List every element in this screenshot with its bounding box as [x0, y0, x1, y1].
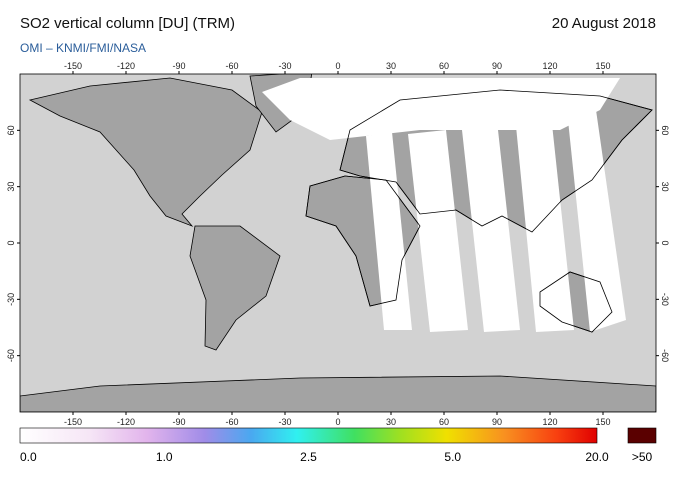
lon-tick-label: -90	[172, 417, 185, 427]
lon-tick-label: -90	[172, 61, 185, 71]
lon-tick-label: -60	[225, 417, 238, 427]
colorbar-label: 20.0	[585, 450, 609, 464]
lat-tick-label: -60	[6, 349, 16, 362]
lat-tick-label: 30	[6, 182, 16, 192]
colorbar-label: 2.5	[300, 450, 317, 464]
lon-tick-label: 90	[492, 61, 502, 71]
lat-tick-label: 0	[660, 240, 670, 245]
lon-tick-label: 120	[542, 61, 557, 71]
coastline	[339, 89, 653, 233]
lon-tick-label: 150	[595, 61, 610, 71]
lon-tick-label: -30	[278, 417, 291, 427]
lon-tick-label: -30	[278, 61, 291, 71]
lon-tick-label: -120	[117, 417, 135, 427]
data-swath	[568, 110, 626, 332]
lat-tick-label: 30	[660, 182, 670, 192]
lat-tick-label: -30	[6, 293, 16, 306]
lon-tick-label: -150	[64, 61, 82, 71]
colorbar	[19, 427, 598, 444]
lat-tick-label: 60	[660, 125, 670, 135]
lon-tick-label: 120	[542, 417, 557, 427]
lon-tick-label: 60	[439, 417, 449, 427]
date: 20 August 2018	[552, 15, 656, 32]
lon-tick-label: 0	[335, 417, 340, 427]
lon-tick-label: -120	[117, 61, 135, 71]
lon-tick-label: -60	[225, 61, 238, 71]
lon-tick-label: -150	[64, 417, 82, 427]
colorbar-overflow	[627, 427, 657, 444]
coastline	[539, 271, 613, 333]
map	[20, 74, 656, 412]
south-america	[189, 225, 281, 351]
colorbar-label: 1.0	[156, 450, 173, 464]
lat-tick-label: -30	[660, 293, 670, 306]
north-america	[28, 77, 263, 227]
lon-tick-label: 30	[386, 61, 396, 71]
lat-tick-label: 0	[6, 240, 16, 245]
data-swath	[516, 124, 574, 332]
data-swath	[262, 78, 620, 140]
lon-tick-label: 30	[386, 417, 396, 427]
lon-tick-label: 0	[335, 61, 340, 71]
source: OMI – KNMI/FMI/NASA	[20, 41, 146, 55]
lat-tick-label: -60	[660, 349, 670, 362]
lon-tick-label: 150	[595, 417, 610, 427]
coastline	[305, 175, 421, 307]
data-swath	[408, 130, 468, 332]
data-swath	[462, 130, 520, 332]
lat-tick-label: 60	[6, 125, 16, 135]
title: SO2 vertical column [DU] (TRM)	[20, 15, 235, 32]
data-swath	[366, 132, 412, 330]
lon-tick-label: 60	[439, 61, 449, 71]
lon-tick-label: 90	[492, 417, 502, 427]
antarctica	[20, 375, 656, 412]
colorbar-label: 0.0	[20, 450, 37, 464]
colorbar-overflow-label: >50	[632, 450, 653, 464]
colorbar-label: 5.0	[444, 450, 461, 464]
